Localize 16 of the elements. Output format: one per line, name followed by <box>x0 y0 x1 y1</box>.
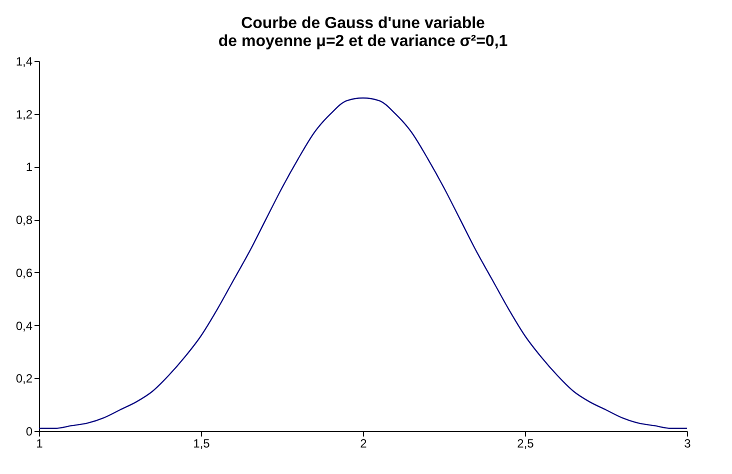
y-tick-label: 0,4 <box>16 318 33 333</box>
x-tick-label: 2,5 <box>517 436 534 450</box>
y-tick-label: 0 <box>26 424 33 438</box>
y-tick-label: 1 <box>26 160 33 174</box>
text: Courbe de Gauss d'une variable <box>241 15 485 32</box>
line-series <box>38 97 688 429</box>
y-tick-label: 1,4 <box>16 54 33 68</box>
x-tick-label: 1 <box>36 436 44 450</box>
y-tick-label: 0,6 <box>16 266 33 280</box>
x-tick-label: 1,5 <box>193 436 210 450</box>
y-tick-label: 0,2 <box>16 372 33 386</box>
text: de moyenne μ=2 et de variance σ²=0,1 <box>218 33 508 50</box>
y-tick-label: 0,8 <box>16 213 33 228</box>
x-tick-label: 3 <box>684 436 692 450</box>
x-tick-label: 2 <box>360 436 368 450</box>
y-tick-label: 1,2 <box>16 107 33 122</box>
